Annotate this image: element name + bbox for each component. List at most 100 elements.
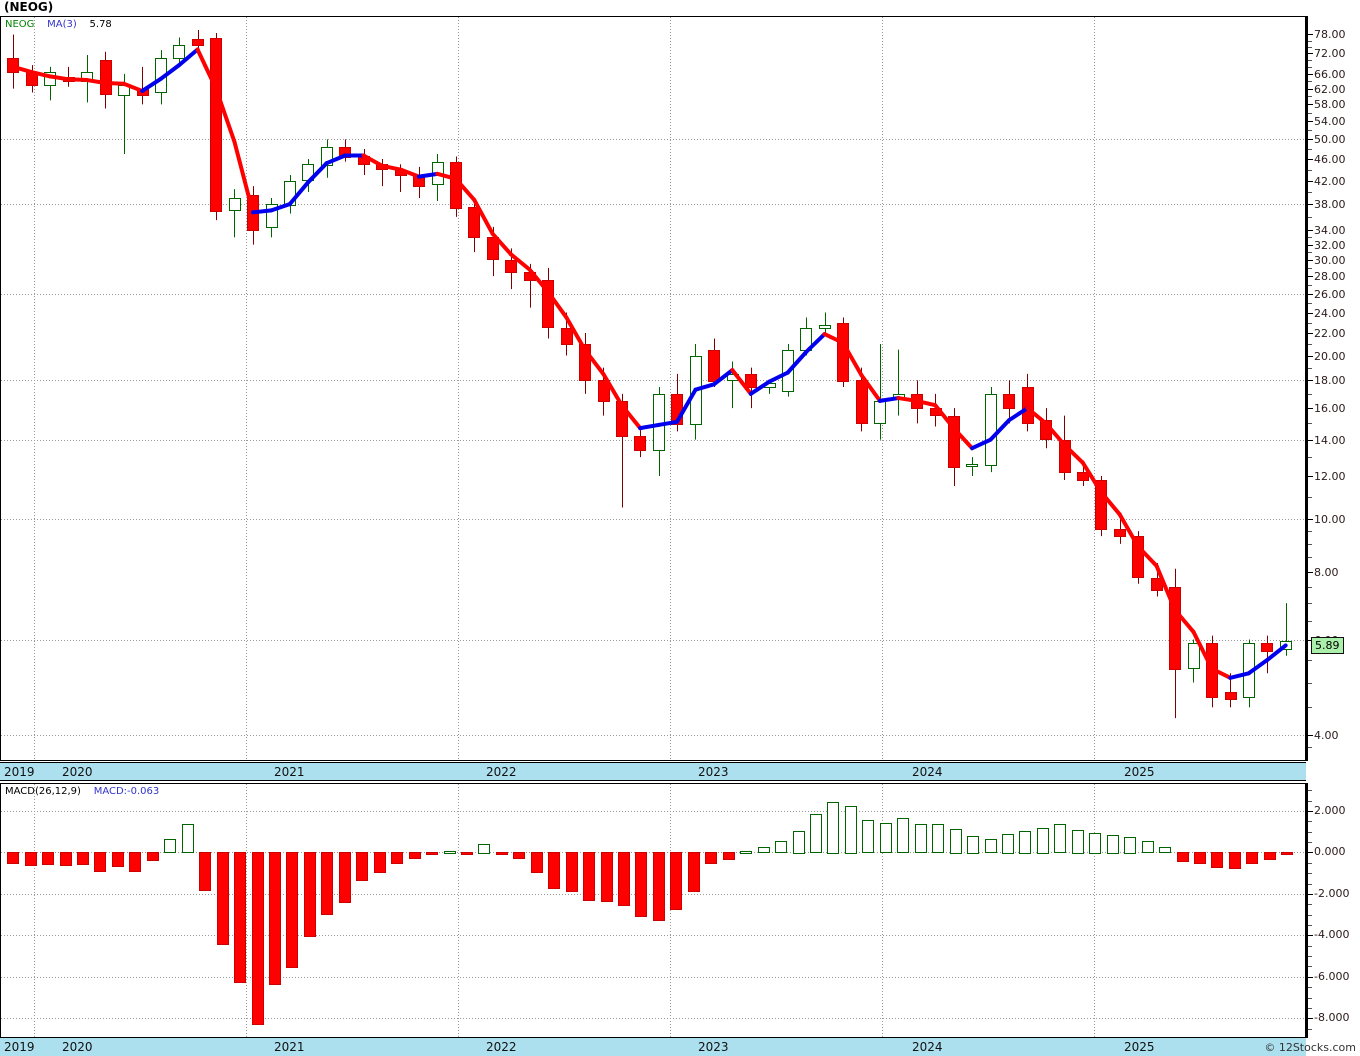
macd-y-tick [1308,852,1313,854]
price-chart-panel[interactable]: NEOG MA(3) 5.78 [0,16,1306,761]
price-y-minor-tick [1308,267,1312,269]
price-x-tick-label: 2023 [698,765,729,779]
price-y-tick-label: 8.00 [1314,565,1339,579]
price-y-tick-label: 66.00 [1314,67,1346,81]
price-y-tick-label: 24.00 [1314,306,1346,320]
macd-y-minor-tick [1308,862,1312,864]
price-y-tick-label: 46.00 [1314,153,1346,167]
price-y-tick [1308,73,1313,75]
price-y-minor-tick [1308,367,1312,369]
price-y-minor-tick [1308,252,1312,254]
price-y-minor-tick [1308,557,1312,559]
price-y-tick-label: 10.00 [1314,513,1346,526]
macd-x-tick-label: 2025 [1124,1040,1155,1054]
price-y-tick-label: 34.00 [1314,224,1346,238]
price-y-tick [1308,355,1313,357]
price-y-minor-tick [1308,747,1312,749]
macd-y-minor-tick [1308,790,1312,792]
macd-y-minor-tick [1308,800,1312,802]
macd-y-tick-label: -4.000 [1314,928,1350,942]
price-x-axis[interactable]: 2019 2020 2021 2022 2023 2024 2025 [0,762,1306,781]
price-y-minor-tick [1308,81,1312,83]
legend-indicator: MA(3) [47,19,77,30]
macd-chart-panel[interactable]: MACD(26,12,9) MACD:-0.063 [0,783,1306,1038]
price-y-tick [1308,735,1313,737]
price-y-tick [1308,439,1313,441]
price-y-minor-tick [1308,130,1312,132]
price-y-tick-label: 78.00 [1314,28,1346,42]
price-y-minor-tick [1308,543,1312,545]
price-y-tick-label: 18.00 [1314,374,1346,388]
price-y-tick [1308,312,1313,314]
price-y-tick [1308,519,1313,520]
price-y-tick [1308,259,1313,261]
macd-y-minor-tick [1308,831,1312,833]
macd-y-minor-tick [1308,821,1312,823]
page-title: (NEOG) [4,0,54,14]
price-y-tick [1308,53,1313,55]
price-y-tick-label: 42.00 [1314,174,1346,188]
price-y-tick [1308,139,1313,141]
macd-y-minor-tick [1308,883,1312,885]
macd-x-tick-label: 2022 [486,1040,517,1054]
macd-y-minor-tick [1308,945,1312,947]
macd-x-tick-label: 2024 [912,1040,943,1054]
price-y-minor-tick [1308,237,1312,239]
macd-y-minor-tick [1308,925,1312,927]
title-bar: (NEOG) [0,0,1360,16]
price-y-axis[interactable]: 78.00 72.00 66.00 62.00 58.00 54.00 50.00 46.00… [1306,16,1360,761]
price-y-minor-tick [1308,149,1312,150]
macd-x-axis[interactable]: 2019 2020 2021 2022 2023 2024 2025 [0,1037,1306,1056]
price-y-minor-tick [1308,586,1312,588]
price-y-tick [1308,204,1313,206]
price-y-tick [1308,104,1313,106]
macd-y-tick [1308,976,1313,978]
macd-x-tick-label: 2021 [274,1040,305,1054]
macd-y-minor-tick [1308,1007,1312,1009]
price-y-tick-label: 20.00 [1314,349,1346,363]
price-x-tick-label: 2025 [1124,765,1155,779]
price-y-tick [1308,276,1313,278]
macd-y-tick-label: 0.000 [1314,845,1346,859]
price-y-tick-label: 26.00 [1314,287,1346,301]
legend-value: 5.78 [89,19,112,30]
price-y-tick [1308,408,1313,410]
price-y-tick [1308,88,1313,90]
price-y-minor-tick [1308,457,1312,459]
price-y-minor-tick [1308,169,1312,171]
macd-x-tick-label: 2020 [62,1040,93,1054]
price-y-tick [1308,180,1313,182]
macd-y-axis[interactable]: 2.000 0.000 -2.000 -4.000 -6.000 -8.000 [1306,783,1360,1038]
macd-legend: MACD(26,12,9) MACD:-0.063 [5,786,159,798]
price-y-tick [1308,121,1313,123]
macd-y-minor-tick [1308,1028,1312,1030]
price-y-tick [1308,380,1313,382]
price-y-minor-tick [1308,60,1312,61]
price-y-minor-tick [1308,620,1312,622]
price-y-tick [1308,639,1313,641]
price-y-tick-label: 4.00 [1314,729,1339,743]
macd-plot-area[interactable] [1,784,1305,1037]
price-y-tick-label: 16.00 [1314,402,1346,416]
macd-y-tick [1308,1018,1313,1020]
price-y-minor-tick [1308,423,1312,425]
price-y-tick-label: 32.00 [1314,238,1346,252]
price-y-tick-label: 58.00 [1314,98,1346,112]
macd-axis-spine [1306,783,1308,1038]
price-axis-spine [1306,16,1308,761]
macd-y-minor-tick [1308,873,1312,875]
price-y-tick [1308,571,1313,573]
price-y-tick-label: 38.00 [1314,198,1346,212]
price-y-tick [1308,333,1313,335]
macd-histogram-svg [1,784,1305,1037]
copyright-notice: © 12Stocks.com [1264,1041,1356,1054]
macd-y-minor-tick [1308,956,1312,958]
price-candlestick-svg [1,17,1305,760]
macd-x-tick-label: 2019 [4,1040,35,1054]
price-y-minor-tick [1308,284,1312,286]
price-y-minor-tick [1308,603,1312,605]
price-y-tick-label: 12.00 [1314,470,1346,483]
macd-y-minor-tick [1308,966,1312,968]
price-plot-area[interactable] [1,17,1305,760]
